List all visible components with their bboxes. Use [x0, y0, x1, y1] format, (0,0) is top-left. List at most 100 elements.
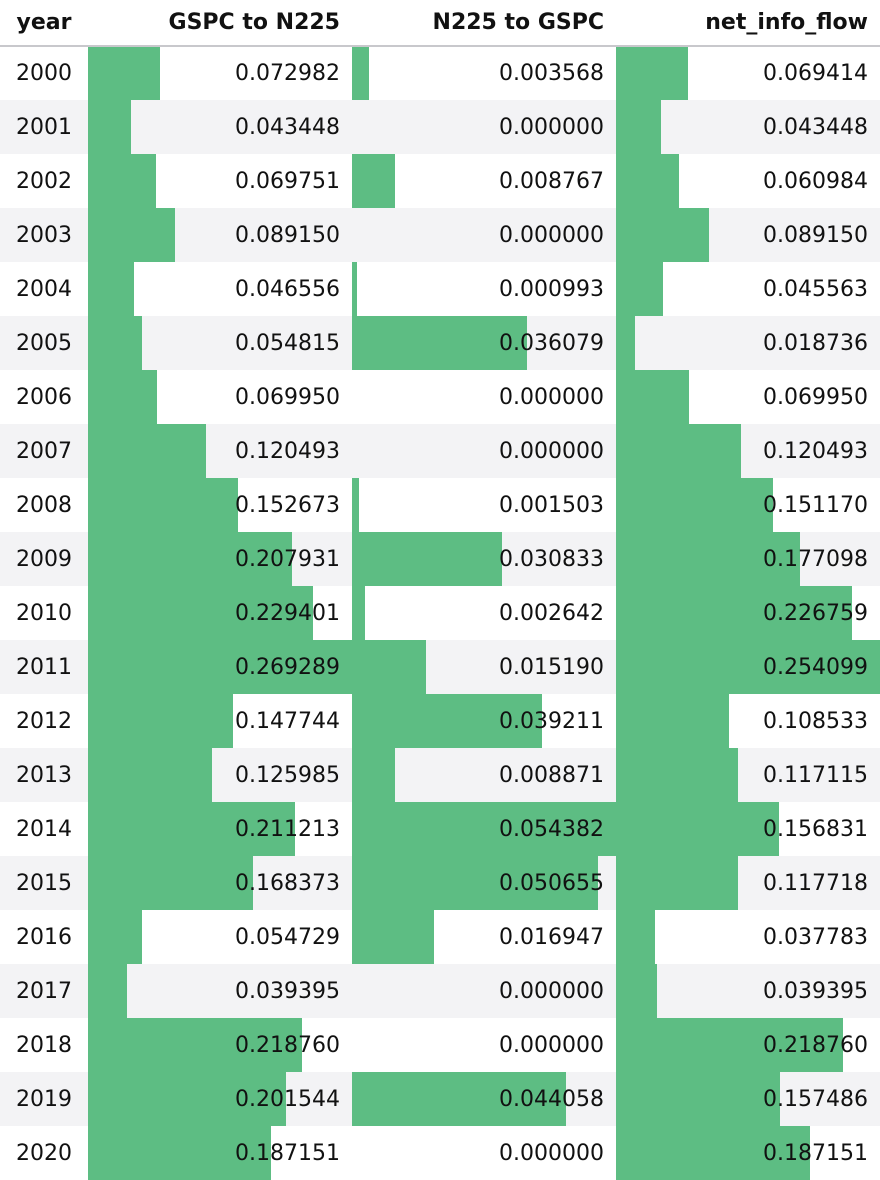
bar-gspc-to-n225: [88, 262, 134, 316]
table-row: 2018 0.218760 0.000000 0.218760: [0, 1018, 880, 1072]
value-net-info-flow: 0.117718: [763, 870, 868, 896]
cell-net-info-flow: 0.156831: [616, 802, 880, 856]
table-row: 2004 0.046556 0.000993 0.045563: [0, 262, 880, 316]
cell-gspc-to-n225: 0.207931: [88, 532, 352, 586]
bar-n225-to-gspc: [352, 694, 543, 748]
cell-net-info-flow: 0.069950: [616, 370, 880, 424]
bar-net-info-flow: [616, 640, 880, 694]
cell-n225-to-gspc: 0.000000: [352, 370, 616, 424]
cell-net-info-flow: 0.043448: [616, 100, 880, 154]
value-n225-to-gspc: 0.000000: [499, 114, 604, 140]
cell-year: 2018: [16, 1032, 72, 1058]
value-n225-to-gspc: 0.015190: [499, 654, 604, 680]
value-gspc-to-n225: 0.072982: [235, 61, 340, 86]
cell-year: 2003: [0, 208, 88, 262]
bar-net-info-flow: [616, 748, 738, 802]
bar-n225-to-gspc: [352, 478, 360, 532]
bar-gspc-to-n225: [88, 532, 292, 586]
header-net-info-flow: net_info_flow: [616, 0, 880, 47]
cell-net-info-flow: 0.117718: [616, 856, 880, 910]
cell-net-info-flow: 0.060984: [616, 154, 880, 208]
value-net-info-flow: 0.089150: [763, 222, 868, 248]
value-net-info-flow: 0.218760: [763, 1032, 868, 1058]
table-row: 2015 0.168373 0.050655 0.117718: [0, 856, 880, 910]
cell-net-info-flow: 0.151170: [616, 478, 880, 532]
cell-gspc-to-n225: 0.069751: [88, 154, 352, 208]
cell-year: 2012: [16, 708, 72, 734]
table-row: 2008 0.152673 0.001503 0.151170: [0, 478, 880, 532]
cell-year: 2011: [0, 640, 88, 694]
cell-gspc-to-n225: 0.229401: [88, 586, 352, 640]
table-row: 2011 0.269289 0.015190 0.254099: [0, 640, 880, 694]
value-n225-to-gspc: 0.000000: [499, 438, 604, 464]
bar-n225-to-gspc: [352, 316, 528, 370]
value-n225-to-gspc: 0.002642: [499, 600, 604, 626]
value-net-info-flow: 0.108533: [763, 708, 868, 734]
cell-n225-to-gspc: 0.015190: [352, 640, 616, 694]
cell-gspc-to-n225: 0.046556: [88, 262, 352, 316]
cell-gspc-to-n225: 0.201544: [88, 1072, 352, 1126]
cell-n225-to-gspc: 0.000000: [352, 100, 616, 154]
cell-n225-to-gspc: 0.000000: [352, 1018, 616, 1072]
value-gspc-to-n225: 0.201544: [235, 1086, 340, 1112]
bar-net-info-flow: [616, 694, 729, 748]
cell-n225-to-gspc: 0.001503: [352, 478, 616, 532]
value-n225-to-gspc: 0.030833: [499, 546, 604, 572]
bar-gspc-to-n225: [88, 47, 160, 100]
value-gspc-to-n225: 0.168373: [235, 870, 340, 896]
cell-n225-to-gspc: 0.008767: [352, 154, 616, 208]
value-net-info-flow: 0.069950: [763, 384, 868, 410]
bar-n225-to-gspc: [352, 47, 370, 100]
cell-n225-to-gspc: 0.002642: [352, 586, 616, 640]
cell-gspc-to-n225: 0.043448: [88, 100, 352, 154]
cell-n225-to-gspc: 0.054382: [352, 802, 616, 856]
bar-net-info-flow: [616, 100, 662, 154]
header-gspc-to-n225: GSPC to N225: [88, 0, 352, 47]
value-n225-to-gspc: 0.001503: [499, 492, 604, 518]
value-net-info-flow: 0.120493: [763, 438, 868, 464]
value-n225-to-gspc: 0.000000: [499, 1140, 604, 1166]
cell-year: 2010: [16, 600, 72, 626]
value-gspc-to-n225: 0.039395: [235, 978, 340, 1004]
bar-gspc-to-n225: [88, 1126, 272, 1180]
bar-gspc-to-n225: [88, 316, 142, 370]
bar-gspc-to-n225: [88, 1072, 286, 1126]
table-row: 2000 0.072982 0.003568 0.069414: [0, 46, 880, 100]
cell-n225-to-gspc: 0.003568: [352, 46, 616, 100]
cell-year: 2015: [0, 856, 88, 910]
table-body: 2000 0.072982 0.003568 0.069414 2001 0.043448…: [0, 46, 880, 1180]
cell-n225-to-gspc: 0.044058: [352, 1072, 616, 1126]
cell-year: 2017: [0, 964, 88, 1018]
bar-net-info-flow: [616, 370, 689, 424]
cell-gspc-to-n225: 0.269289: [88, 640, 352, 694]
value-n225-to-gspc: 0.050655: [499, 870, 604, 896]
cell-net-info-flow: 0.254099: [616, 640, 880, 694]
table-row: 2010 0.229401 0.002642 0.226759: [0, 586, 880, 640]
value-n225-to-gspc: 0.000993: [499, 276, 604, 302]
bar-net-info-flow: [616, 316, 636, 370]
table-row: 2012 0.147744 0.039211 0.108533: [0, 694, 880, 748]
value-n225-to-gspc: 0.044058: [499, 1086, 604, 1112]
table-row: 2019 0.201544 0.044058 0.157486: [0, 1072, 880, 1126]
table-row: 2001 0.043448 0.000000 0.043448: [0, 100, 880, 154]
value-gspc-to-n225: 0.218760: [235, 1032, 340, 1058]
bar-net-info-flow: [616, 424, 742, 478]
cell-n225-to-gspc: 0.016947: [352, 910, 616, 964]
table-row: 2014 0.211213 0.054382 0.156831: [0, 802, 880, 856]
value-net-info-flow: 0.060984: [763, 168, 868, 194]
cell-net-info-flow: 0.218760: [616, 1018, 880, 1072]
cell-net-info-flow: 0.117115: [616, 748, 880, 802]
value-n225-to-gspc: 0.008767: [499, 168, 604, 194]
table-row: 2020 0.187151 0.000000 0.187151: [0, 1126, 880, 1180]
table-row: 2016 0.054729 0.016947 0.037783: [0, 910, 880, 964]
bar-gspc-to-n225: [88, 694, 233, 748]
cell-n225-to-gspc: 0.050655: [352, 856, 616, 910]
table-row: 2013 0.125985 0.008871 0.117115: [0, 748, 880, 802]
value-net-info-flow: 0.156831: [763, 816, 868, 842]
value-gspc-to-n225: 0.187151: [235, 1140, 340, 1166]
cell-year: 2014: [16, 816, 72, 842]
bar-n225-to-gspc: [352, 640, 426, 694]
cell-net-info-flow: 0.039395: [616, 964, 880, 1018]
bar-net-info-flow: [616, 802, 779, 856]
